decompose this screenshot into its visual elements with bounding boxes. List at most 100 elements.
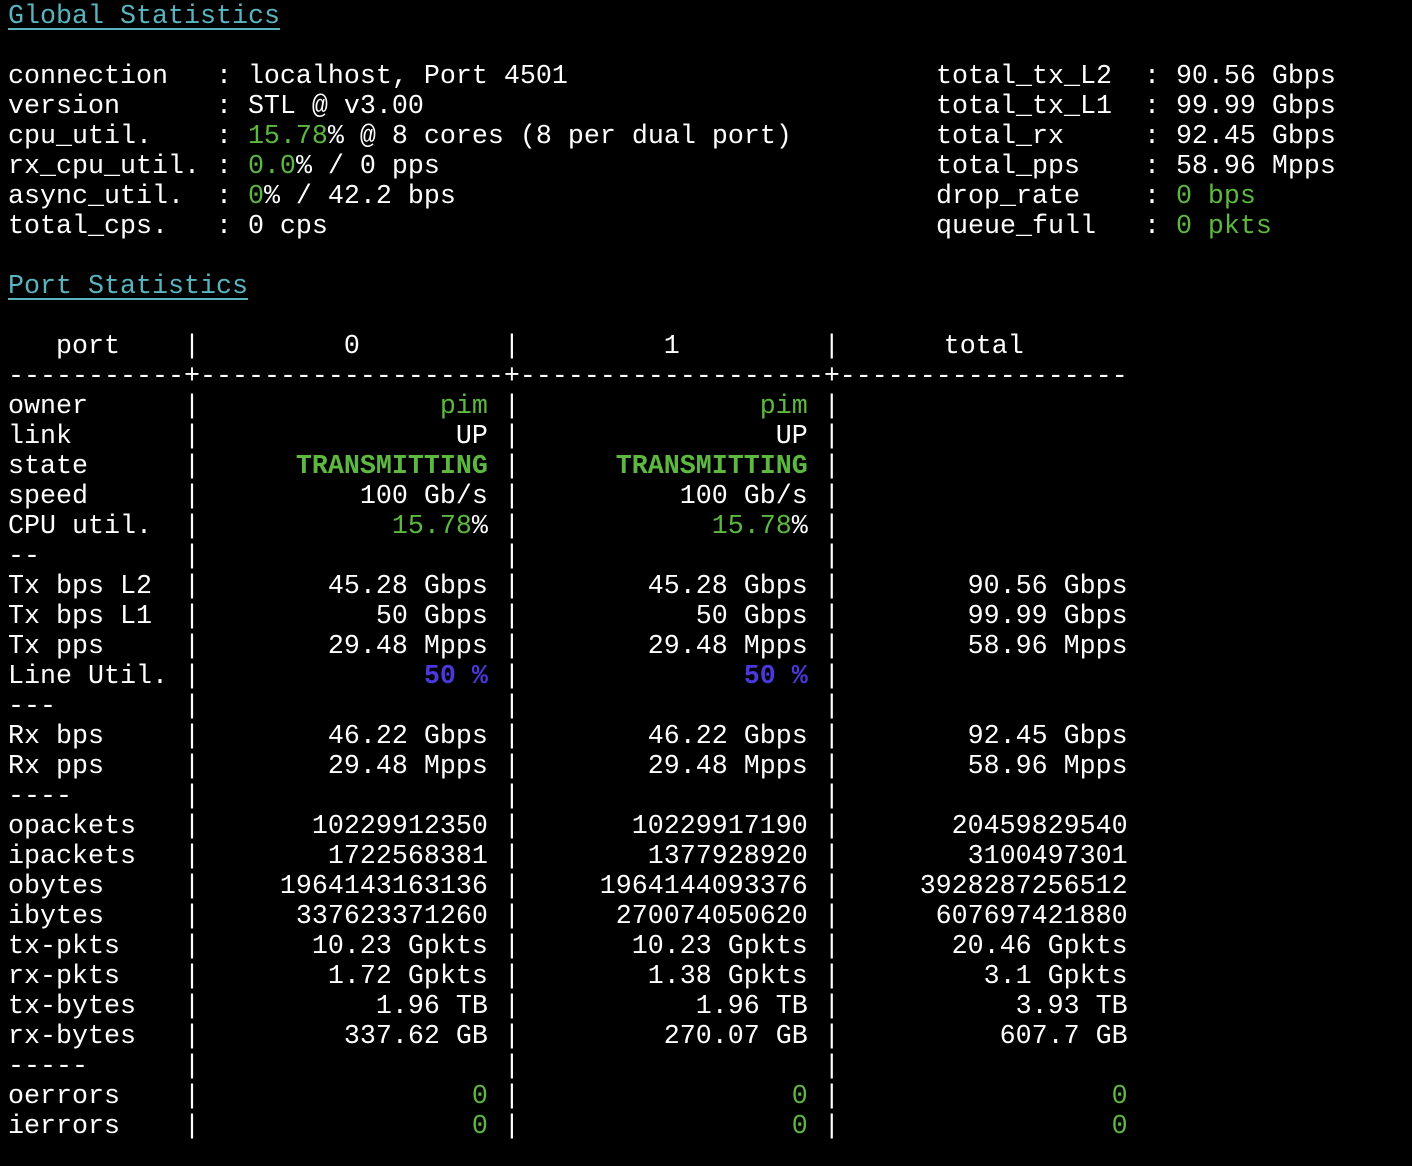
column-separator: |: [503, 392, 520, 422]
value-segment: 3.93 TB: [1015, 992, 1128, 1022]
value-segment: 90.56 Gbps: [1175, 62, 1336, 92]
column-separator: |: [183, 1112, 200, 1142]
table-row: owner | pim | pim |: [8, 392, 1128, 422]
row-label: speed: [8, 482, 88, 512]
column-separator: |: [183, 512, 200, 542]
column-separator: |: [183, 632, 200, 662]
value-segment: 45.28 Gbps: [327, 572, 488, 602]
column-separator: |: [503, 572, 520, 602]
column-separator: |: [183, 842, 200, 872]
stat-key: total_cps.: [8, 212, 168, 242]
column-separator: |: [183, 392, 200, 422]
value-segment: 20459829540: [951, 812, 1128, 842]
stat-key: total_pps: [936, 152, 1080, 182]
table-row: --- | | |: [8, 692, 1128, 722]
value-segment: 15.78: [391, 512, 472, 542]
table-cell: 50 Gbps: [200, 602, 504, 632]
table-cell: 3.1 Gpkts: [840, 962, 1128, 992]
row-label: ----: [8, 782, 72, 812]
row-label: tx-bytes: [8, 992, 136, 1022]
value-segment: %: [471, 512, 488, 542]
column-separator: |: [503, 962, 520, 992]
column-separator: |: [503, 602, 520, 632]
value-segment: pim: [439, 392, 488, 422]
table-row: -- | | |: [8, 542, 1128, 572]
column-separator: |: [183, 752, 200, 782]
table-row: Tx bps L2 | 45.28 Gbps | 45.28 Gbps | 90.56 Gb…: [8, 572, 1128, 602]
table-row: opackets | 10229912350 | 10229917190 | 2045982…: [8, 812, 1128, 842]
global-stat-row: total_pps: 58.96 Mpps: [936, 152, 1336, 182]
row-label: Tx bps L1: [8, 602, 152, 632]
value-segment: 1.38 Gpkts: [647, 962, 808, 992]
column-separator: |: [183, 692, 200, 722]
column-separator: |: [503, 842, 520, 872]
value-segment: STL @ v3.00: [247, 92, 424, 122]
column-separator: |: [503, 872, 520, 902]
global-stat-row: total_rx: 92.45 Gbps: [936, 122, 1336, 152]
value-segment: 0: [247, 182, 264, 212]
column-separator: |: [823, 872, 840, 902]
row-label: Rx pps: [8, 752, 104, 782]
value-segment: 58.96 Mpps: [967, 632, 1128, 662]
value-segment: 3100497301: [967, 842, 1128, 872]
table-cell: 3.93 TB: [840, 992, 1128, 1022]
table-cell: 50 %: [200, 662, 504, 692]
table-row: ibytes | 337623371260 | 270074050620 | 6076974…: [8, 902, 1128, 932]
value-segment: 3928287256512: [919, 872, 1128, 902]
table-cell: 0: [840, 1112, 1128, 1142]
column-separator: |: [183, 572, 200, 602]
column-separator: |: [183, 902, 200, 932]
value-segment: TRANSMITTING: [295, 452, 488, 482]
stat-key: cpu_util.: [8, 122, 152, 152]
table-cell: 337.62 GB: [200, 1022, 504, 1052]
value-segment: 0: [1111, 1112, 1128, 1142]
value-segment: 270074050620: [615, 902, 808, 932]
table-cell: 92.45 Gbps: [840, 722, 1128, 752]
value-segment: 99.99 Gbps: [967, 602, 1128, 632]
column-header: total: [943, 332, 1024, 362]
value-segment: 58.96 Mpps: [1175, 152, 1336, 182]
column-separator: |: [503, 692, 520, 722]
column-header: 1: [663, 332, 680, 362]
column-separator: |: [823, 632, 840, 662]
table-cell: 58.96 Mpps: [840, 752, 1128, 782]
table-cell: 29.48 Mpps: [520, 632, 824, 662]
column-separator: |: [183, 422, 200, 452]
column-separator: |: [823, 1052, 840, 1082]
table-row: state | TRANSMITTING | TRANSMITTING |: [8, 452, 1128, 482]
value-segment: 46.22 Gbps: [327, 722, 488, 752]
column-separator: |: [183, 662, 200, 692]
table-row: ---- | | |: [8, 782, 1128, 812]
column-separator: |: [503, 1112, 520, 1142]
global-stat-row: async_util.: 0% / 42.2 bps: [8, 182, 456, 212]
column-separator: |: [823, 662, 840, 692]
table-row: rx-bytes | 337.62 GB | 270.07 GB | 607.7 GB: [8, 1022, 1128, 1052]
global-stat-row: total_cps.: 0 cps: [8, 212, 328, 242]
table-row: tx-bytes | 1.96 TB | 1.96 TB | 3.93 TB: [8, 992, 1128, 1022]
value-segment: % @ 8 cores (8 per dual port): [327, 122, 792, 152]
value-segment: 337.62 GB: [343, 1022, 488, 1052]
table-cell: 270074050620: [520, 902, 824, 932]
column-separator: |: [183, 812, 200, 842]
global-stat-row: drop_rate: 0 bps: [936, 182, 1256, 212]
column-separator: |: [183, 332, 200, 362]
row-label: Tx bps L2: [8, 572, 152, 602]
stat-key: drop_rate: [936, 182, 1080, 212]
column-separator: |: [823, 992, 840, 1022]
table-header: port | 0 | 1 | total: [8, 332, 1128, 362]
value-segment: 1722568381: [327, 842, 488, 872]
table-cell: 1722568381: [200, 842, 504, 872]
value-segment: % / 42.2 bps: [263, 182, 456, 212]
column-separator: |: [823, 932, 840, 962]
table-cell: 0: [840, 1082, 1128, 1112]
column-separator: |: [503, 632, 520, 662]
row-label: obytes: [8, 872, 104, 902]
table-cell: 29.48 Mpps: [200, 752, 504, 782]
value-segment: 10229917190: [631, 812, 808, 842]
column-separator: |: [823, 902, 840, 932]
table-cell: 3100497301: [840, 842, 1128, 872]
row-label: -----: [8, 1052, 88, 1082]
column-separator: |: [183, 1022, 200, 1052]
column-separator: |: [183, 872, 200, 902]
value-segment: 0 bps: [1175, 182, 1256, 212]
